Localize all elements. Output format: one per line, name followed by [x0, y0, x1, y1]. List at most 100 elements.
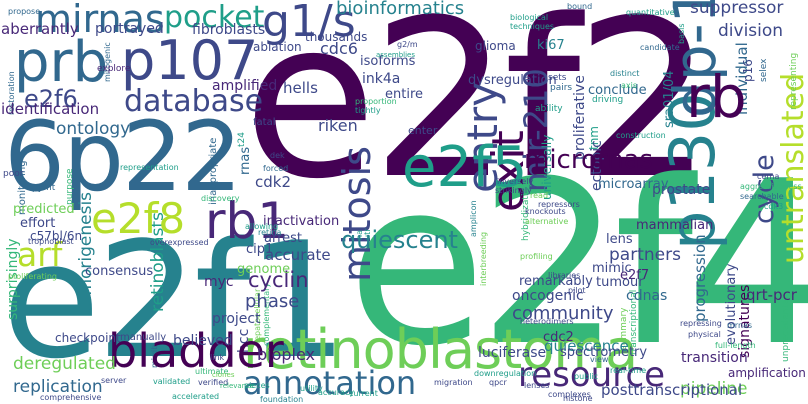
word-relevance: relevance: [220, 382, 255, 390]
word-poor: poor: [3, 169, 24, 179]
word-entire: entire: [385, 87, 424, 102]
word-oncogenic: oncogenic: [512, 288, 584, 304]
word-public: public: [574, 372, 599, 381]
word-t24: t24: [237, 132, 247, 147]
word-g2m: g2/m: [397, 40, 418, 49]
word-portrayed: portrayed: [95, 21, 164, 37]
word-amplification: amplification: [728, 366, 806, 380]
word-conclude: conclude: [588, 83, 647, 98]
word-e2f1: e2f1: [2, 207, 348, 394]
word-current: current: [349, 389, 378, 398]
word-myc: myc: [204, 274, 234, 290]
word-c57bl6n: c57bl/6n: [30, 229, 83, 243]
word-lens: lens: [606, 232, 633, 247]
word-assemblies: assemblies: [376, 51, 415, 59]
word-propose: propose: [8, 7, 41, 16]
word-e2f5: e2f5: [402, 135, 528, 200]
word-dek: dek: [270, 151, 285, 160]
word-read: read: [530, 191, 549, 200]
word-proliferating: proliferating: [8, 272, 57, 281]
word-knockouts: knockouts: [525, 207, 566, 216]
word-inactivation: inactivation: [263, 214, 340, 229]
word-transition: transition: [681, 350, 748, 366]
word-ablation: ablation: [253, 40, 302, 54]
word-validated: validated: [153, 377, 191, 386]
word-verified: verified: [198, 378, 229, 387]
word-mammalian: mammalian: [636, 218, 714, 233]
word-profiling: profiling: [520, 252, 553, 261]
word-dysregulation: dysregulation: [468, 73, 557, 88]
word-cdc2: cdc2: [543, 330, 574, 345]
word-posttranscriptional: posttranscriptional: [601, 381, 743, 399]
word-ultimate: ultimate: [195, 367, 229, 376]
word-bioinformatics: bioinformatics: [336, 0, 465, 19]
word-heterodimers: heterodimers: [520, 317, 574, 326]
word-identification: identification: [1, 100, 100, 118]
word-deregulated: deregulated: [13, 354, 116, 374]
word-community: community: [512, 303, 614, 324]
word-driving: driving: [592, 95, 624, 105]
word-phase: phase: [245, 291, 300, 312]
word-effort: effort: [20, 216, 56, 231]
word-repressors: repressors: [538, 200, 580, 209]
word-prb: prb: [14, 30, 109, 95]
word-6p22: 6p22: [4, 101, 242, 213]
word-pilot: pilot: [568, 286, 586, 295]
word-clones: clones: [212, 371, 235, 379]
word-manually: manually: [120, 332, 167, 343]
word-cyclin: cyclin: [248, 268, 309, 292]
word-mimic: mimic: [592, 261, 632, 276]
word-cip1: cip1: [246, 242, 274, 257]
word-sra0104: sra01/04: [662, 70, 677, 128]
word-downregulation: downregulation: [474, 369, 537, 378]
word-e2f2: e2f2: [243, 0, 713, 227]
word-thousands: thousands: [305, 30, 368, 44]
word-ki67: ki67: [537, 38, 565, 53]
word-cerna: cerna: [757, 172, 780, 181]
word-distinct: distinct: [610, 69, 640, 78]
word-foundation: foundation: [260, 395, 304, 404]
word-isoforms: isoforms: [360, 54, 416, 69]
word-e2f7: e2f7: [620, 268, 650, 283]
word-bioplex: bioplex: [257, 345, 316, 364]
word-interbreeding: interbreeding: [479, 231, 488, 286]
word-construction: construction: [616, 131, 666, 140]
word-mitosis: mitosis: [335, 146, 379, 282]
word-rb1: rb1: [205, 192, 290, 250]
word-microarray: microarray: [598, 177, 669, 192]
word-cdk2: cdk2: [255, 173, 291, 191]
word-qpcr: qpcr: [489, 378, 507, 387]
word-g1s: g1/s: [262, 0, 356, 47]
word-pairs: pairs: [550, 83, 573, 93]
word-arrest: arrest: [264, 231, 303, 246]
word-representing: representing: [789, 52, 799, 110]
word-representation: representation: [120, 163, 179, 172]
word-quantitative: quantitative: [626, 8, 675, 17]
word-discovery: discovery: [201, 194, 240, 203]
word-partners: partners: [609, 245, 681, 265]
word-amplicon: amplicon: [469, 200, 478, 237]
word-basis: basis: [677, 23, 686, 44]
word-inversely: inversely: [497, 177, 534, 186]
word-fibroblasts: fibroblasts: [192, 22, 266, 38]
word-predicted: predicted: [13, 202, 75, 217]
word-realtime: real-time: [610, 366, 647, 375]
word-utility: utility: [300, 384, 323, 393]
word-cdk3: cdk3: [764, 202, 784, 211]
word-bound: bound: [567, 2, 593, 11]
word-tightly: tightly: [355, 106, 381, 115]
word-alternative: alternative: [525, 217, 569, 226]
word-candidate: candidate: [640, 43, 680, 52]
word-cdc6: cdc6: [320, 39, 358, 58]
word-purpose: purpose: [65, 168, 75, 205]
word-ability: ability: [535, 104, 563, 114]
word-enter: enter: [408, 124, 438, 137]
word-mirnas: mirnas: [35, 0, 165, 41]
word-hells: hells: [283, 79, 318, 97]
word-retina: retina: [258, 228, 282, 237]
word-physical: physical: [688, 330, 721, 339]
word-selex: selex: [759, 58, 769, 82]
word-resource: resource: [518, 355, 666, 395]
word-progression: progression: [691, 234, 709, 322]
